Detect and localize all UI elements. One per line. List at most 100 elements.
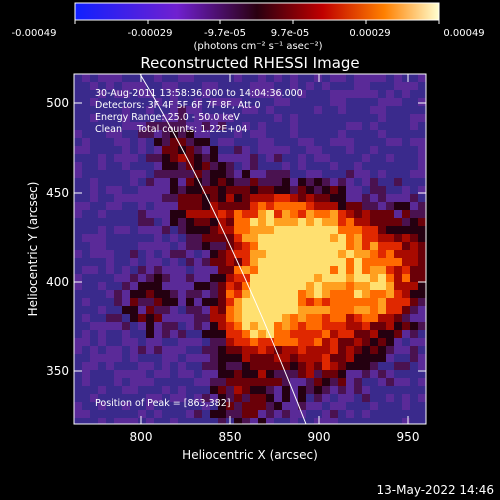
heatmap-pixel (410, 98, 418, 106)
heatmap-pixel (194, 370, 202, 378)
heatmap-pixel (106, 202, 114, 210)
heatmap-pixel (322, 258, 330, 266)
heatmap-pixel (298, 370, 306, 378)
heatmap-pixel (290, 386, 298, 394)
heatmap-pixel (154, 90, 162, 98)
heatmap-pixel (234, 330, 242, 338)
heatmap-pixel (410, 282, 418, 290)
heatmap-pixel (178, 402, 186, 410)
heatmap-pixel (82, 202, 90, 210)
heatmap-pixel (226, 226, 234, 234)
heatmap-pixel (138, 306, 146, 314)
heatmap-pixel (138, 186, 146, 194)
heatmap-pixel (306, 250, 314, 258)
heatmap-pixel (162, 306, 170, 314)
heatmap-pixel (218, 138, 226, 146)
heatmap-pixel (354, 210, 362, 218)
heatmap-pixel (378, 114, 386, 122)
heatmap-pixel (330, 106, 338, 114)
heatmap-pixel (418, 234, 426, 242)
heatmap-pixel (130, 234, 138, 242)
heatmap-pixel (306, 154, 314, 162)
heatmap-pixel (402, 114, 410, 122)
heatmap-pixel (202, 394, 210, 402)
heatmap-pixel (314, 410, 322, 418)
heatmap-pixel (410, 218, 418, 226)
heatmap-pixel (210, 242, 218, 250)
heatmap-pixel (338, 114, 346, 122)
heatmap-pixel (418, 98, 426, 106)
heatmap-pixel (386, 410, 394, 418)
heatmap-pixel (114, 354, 122, 362)
heatmap-pixel (378, 306, 386, 314)
heatmap-pixel (74, 266, 82, 274)
heatmap-pixel (386, 122, 394, 130)
heatmap-pixel (138, 402, 146, 410)
heatmap-pixel (234, 146, 242, 154)
heatmap-pixel (154, 130, 162, 138)
heatmap-pixel (234, 322, 242, 330)
heatmap-pixel (306, 186, 314, 194)
heatmap-pixel (210, 98, 218, 106)
heatmap-pixel (266, 346, 274, 354)
heatmap-pixel (98, 138, 106, 146)
heatmap-pixel (330, 242, 338, 250)
heatmap-pixel (370, 394, 378, 402)
heatmap-pixel (370, 306, 378, 314)
heatmap-pixel (410, 362, 418, 370)
heatmap-pixel (106, 218, 114, 226)
heatmap-pixel (258, 410, 266, 418)
heatmap-pixel (178, 250, 186, 258)
heatmap-pixel (146, 178, 154, 186)
heatmap-pixel (314, 258, 322, 266)
heatmap-pixel (170, 234, 178, 242)
heatmap-pixel (290, 362, 298, 370)
heatmap-pixel (114, 330, 122, 338)
heatmap-pixel (170, 330, 178, 338)
heatmap-pixel (122, 418, 130, 424)
heatmap-pixel (258, 354, 266, 362)
heatmap-pixel (306, 410, 314, 418)
heatmap-pixel (170, 194, 178, 202)
heatmap-pixel (266, 234, 274, 242)
heatmap-pixel (130, 250, 138, 258)
heatmap-pixel (386, 138, 394, 146)
heatmap-pixel (410, 394, 418, 402)
heatmap-pixel (82, 354, 90, 362)
heatmap-pixel (362, 274, 370, 282)
heatmap-pixel (306, 242, 314, 250)
heatmap-pixel (266, 154, 274, 162)
heatmap-pixel (106, 322, 114, 330)
heatmap-pixel (258, 82, 266, 90)
heatmap-pixel (322, 178, 330, 186)
heatmap-pixel (330, 154, 338, 162)
heatmap-pixel (354, 234, 362, 242)
heatmap-pixel (330, 186, 338, 194)
heatmap-pixel (234, 186, 242, 194)
heatmap-pixel (82, 194, 90, 202)
heatmap-pixel (98, 418, 106, 424)
heatmap-pixel (202, 74, 210, 82)
heatmap-pixel (386, 210, 394, 218)
heatmap-pixel (146, 242, 154, 250)
heatmap-pixel (218, 378, 226, 386)
heatmap-pixel (282, 90, 290, 98)
heatmap-pixel (298, 194, 306, 202)
heatmap-pixel (258, 130, 266, 138)
heatmap-pixel (290, 402, 298, 410)
heatmap-pixel (258, 122, 266, 130)
heatmap-pixel (130, 354, 138, 362)
heatmap-pixel (162, 138, 170, 146)
heatmap-pixel (378, 202, 386, 210)
heatmap-pixel (354, 202, 362, 210)
heatmap-pixel (210, 338, 218, 346)
heatmap-pixel (122, 242, 130, 250)
heatmap-pixel (402, 106, 410, 114)
heatmap-pixel (370, 354, 378, 362)
heatmap-pixel (394, 354, 402, 362)
heatmap-pixel (146, 330, 154, 338)
heatmap-pixel (322, 370, 330, 378)
heatmap-pixel (274, 146, 282, 154)
heatmap-pixel (218, 290, 226, 298)
heatmap-pixel (98, 330, 106, 338)
